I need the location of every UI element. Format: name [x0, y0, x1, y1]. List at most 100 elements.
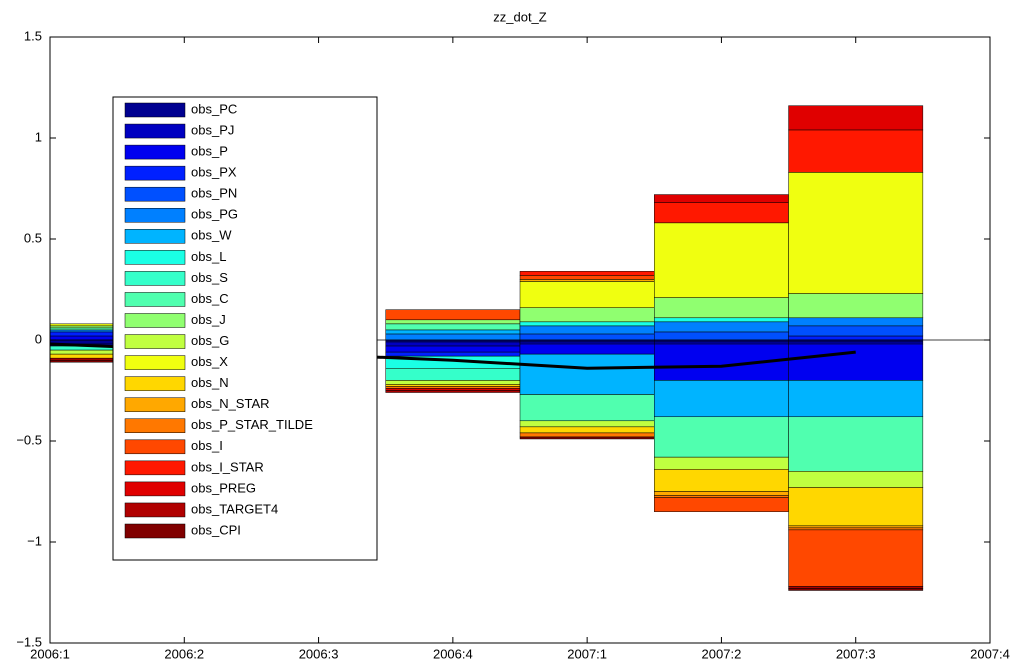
bar-segment	[654, 416, 789, 458]
x-tick-label: 2007:2	[702, 646, 742, 661]
bar-segment	[788, 380, 924, 418]
y-tick-label: 0.5	[24, 230, 42, 245]
bar-segment	[519, 271, 655, 276]
x-tick-label: 2007:4	[970, 646, 1010, 661]
legend-swatch	[124, 186, 186, 202]
legend-swatch	[124, 123, 186, 139]
legend-label: obs_P	[191, 144, 228, 159]
bar-segment	[385, 384, 521, 387]
legend-swatch	[124, 144, 186, 160]
bar-segment	[788, 341, 924, 345]
bar-segment	[519, 436, 655, 440]
bar-segment	[654, 491, 789, 496]
legend-label: obs_N	[191, 375, 229, 390]
bar-segment	[788, 529, 924, 587]
legend-label: obs_PREG	[191, 480, 256, 495]
legend-label: obs_P_STAR_TILDE	[191, 417, 313, 432]
legend-swatch	[124, 208, 186, 223]
legend-label: obs_X	[191, 354, 228, 369]
bar-segment	[654, 456, 789, 470]
bar-segment	[788, 527, 924, 531]
bar-segment	[519, 321, 655, 327]
bar-segment	[519, 420, 655, 428]
bar-segment	[519, 432, 655, 438]
legend-label: obs_G	[191, 333, 229, 348]
x-tick-label: 2006:3	[299, 646, 339, 661]
bar-segment	[788, 343, 924, 381]
bar-segment	[654, 341, 789, 345]
legend-swatch	[124, 460, 186, 476]
legend-label: obs_PG	[191, 207, 238, 222]
legend-swatch	[124, 397, 186, 412]
bar-segment	[385, 351, 521, 357]
bar-segment	[654, 297, 789, 319]
legend-swatch	[124, 481, 186, 497]
legend-swatch	[124, 376, 186, 391]
bar-segment	[385, 323, 521, 331]
legend-swatch	[124, 502, 186, 518]
bar-segment	[654, 194, 789, 203]
plot-area	[50, 105, 990, 591]
x-tick-label: 2006:1	[30, 646, 70, 661]
legend-label: obs_L	[191, 249, 226, 264]
bar-segment	[788, 471, 924, 488]
bar-segment	[519, 343, 655, 355]
legend-swatch	[124, 523, 186, 539]
bar-segment	[654, 202, 789, 224]
bar-segment	[788, 293, 924, 319]
bar-segment	[519, 394, 655, 422]
bar-segment	[654, 222, 789, 298]
bar-segment	[385, 345, 521, 353]
bar-segment	[385, 341, 521, 347]
legend-label: obs_CPI	[191, 522, 241, 537]
bar-segment	[654, 331, 789, 341]
legend-label: obs_TARGET4	[191, 501, 278, 516]
bar-segment	[654, 380, 789, 418]
bar-segment	[788, 317, 924, 327]
bar-segment	[788, 172, 924, 294]
bar-segment	[519, 325, 655, 335]
y-tick-label: 1	[35, 129, 42, 144]
bar-segment	[654, 497, 789, 512]
bar-segment	[519, 341, 655, 345]
bar-segment	[788, 105, 924, 131]
y-tick-label: −1	[27, 533, 42, 548]
legend-label: obs_PN	[191, 186, 237, 201]
legend-swatch	[124, 292, 186, 307]
bar-segment	[385, 329, 521, 335]
legend-label: obs_N_STAR	[191, 396, 270, 411]
bar-segment	[519, 307, 655, 323]
bar-segment	[519, 279, 655, 282]
y-tick-label: −1.5	[16, 634, 42, 649]
bar-segment	[385, 319, 521, 325]
legend-swatch	[124, 165, 186, 181]
legend: obs_PC obs_PJ obs_P obs_PX obs_PN obs_PG obs_W…	[112, 96, 378, 561]
bar-segment	[385, 380, 521, 385]
legend-label: obs_W	[191, 228, 232, 243]
legend-swatch	[124, 229, 186, 244]
chart-title: zz_dot_Z	[493, 9, 547, 24]
legend-swatch	[124, 271, 186, 286]
bar-segment	[654, 495, 789, 498]
bar-segment	[788, 525, 924, 529]
bar-segment	[654, 321, 789, 333]
bar-segment	[385, 390, 521, 393]
legend-label: obs_S	[191, 270, 228, 285]
legend-label: obs_I_STAR	[191, 459, 264, 474]
bar-segment	[654, 469, 789, 492]
x-tick-label: 2006:2	[164, 646, 204, 661]
legend-swatch	[124, 313, 186, 328]
bar-segment	[788, 335, 924, 341]
legend-swatch	[124, 250, 186, 265]
bar-segment	[519, 353, 655, 395]
legend-label: obs_PC	[191, 101, 237, 116]
bar-segment	[385, 309, 521, 321]
x-tick-label: 2006:4	[433, 646, 473, 661]
bar-segment	[788, 325, 924, 337]
bar-segment	[788, 416, 924, 472]
legend-swatch	[124, 418, 186, 433]
bar-segment	[385, 388, 521, 391]
legend-swatch	[124, 439, 186, 455]
legend-label: obs_J	[191, 312, 226, 327]
